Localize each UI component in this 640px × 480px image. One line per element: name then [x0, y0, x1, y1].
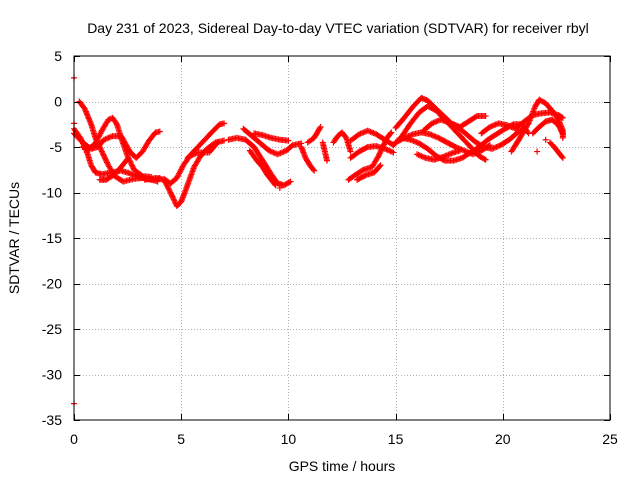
y-tick-label: 5 — [54, 48, 62, 64]
data-point — [342, 133, 349, 140]
data-point — [347, 148, 354, 155]
x-tick-label: 10 — [281, 431, 297, 447]
data-point — [170, 194, 177, 201]
data-point — [286, 179, 293, 186]
grid-lines — [74, 56, 610, 420]
data-markers — [71, 74, 566, 407]
data-point — [390, 149, 397, 156]
data-point — [102, 156, 109, 163]
axis-ticks — [74, 56, 611, 421]
data-point — [168, 190, 175, 197]
data-point — [123, 157, 130, 163]
data-point — [559, 131, 566, 138]
x-tick-labels: 0 5 10 15 20 25 — [70, 431, 618, 447]
data-point — [103, 158, 110, 165]
data-point — [214, 139, 221, 146]
x-tick-label: 0 — [70, 431, 78, 447]
y-tick-label: -30 — [42, 367, 62, 383]
data-point — [102, 155, 109, 162]
y-tick-label: -10 — [42, 185, 62, 201]
data-point — [98, 147, 105, 154]
x-axis-label: GPS time / hours — [289, 458, 396, 474]
data-point — [128, 161, 135, 168]
data-point — [316, 125, 323, 132]
data-point — [388, 129, 395, 136]
data-point — [213, 140, 220, 147]
x-tick-label: 15 — [388, 431, 404, 447]
data-point — [83, 149, 90, 156]
data-point — [99, 149, 106, 156]
data-point — [482, 156, 489, 163]
data-point — [168, 192, 175, 199]
chart-title: Day 231 of 2023, Sidereal Day-to-day VTE… — [87, 20, 589, 36]
data-point — [558, 153, 565, 160]
data-point — [456, 147, 463, 154]
data-point — [376, 163, 383, 170]
data-point — [559, 129, 566, 136]
data-point — [221, 120, 228, 127]
data-point — [127, 159, 134, 166]
data-point — [113, 119, 120, 126]
y-axis-label: SDTVAR / TECUs — [6, 182, 22, 294]
data-point — [387, 130, 394, 137]
data-point — [138, 172, 145, 179]
data-point — [167, 189, 174, 196]
x-tick-label: 5 — [177, 431, 185, 447]
data-point — [361, 172, 368, 179]
data-point — [481, 156, 488, 163]
data-point — [479, 143, 486, 150]
data-point — [171, 199, 178, 206]
data-point — [451, 143, 458, 150]
data-point — [559, 154, 566, 161]
y-tick-label: -25 — [42, 321, 62, 337]
data-point — [472, 113, 479, 120]
y-tick-label: -20 — [42, 276, 62, 292]
data-point — [100, 151, 107, 158]
data-point — [170, 196, 177, 203]
y-tick-label: 0 — [54, 94, 62, 110]
y-tick-label: -15 — [42, 230, 62, 246]
data-point — [524, 121, 531, 128]
x-tick-label: 20 — [495, 431, 511, 447]
data-point — [317, 123, 324, 130]
data-point — [542, 136, 549, 143]
x-tick-label: 25 — [602, 431, 618, 447]
data-point — [171, 197, 178, 204]
data-point — [482, 113, 489, 120]
data-point — [323, 157, 330, 164]
data-point — [271, 181, 278, 188]
data-point — [276, 184, 283, 191]
data-point — [129, 162, 136, 169]
data-point — [287, 178, 294, 185]
y-tick-labels: 5 0 -5 -10 -15 -20 -25 -30 -35 — [42, 48, 62, 428]
data-point — [559, 114, 566, 121]
data-point — [98, 148, 105, 155]
data-point — [363, 144, 370, 151]
data-point — [100, 152, 107, 159]
data-point — [377, 162, 384, 169]
data-point — [156, 128, 163, 135]
data-point — [359, 167, 366, 174]
data-point — [311, 167, 318, 174]
data-point — [101, 154, 108, 161]
data-point — [285, 137, 292, 144]
data-point — [310, 166, 317, 173]
data-point — [169, 193, 176, 200]
data-point — [558, 114, 565, 121]
data-point — [104, 159, 111, 166]
data-point — [534, 148, 541, 155]
y-tick-label: -5 — [50, 139, 63, 155]
data-point — [221, 137, 228, 144]
y-tick-label: -35 — [42, 412, 62, 428]
data-point — [272, 182, 279, 189]
data-point — [124, 155, 131, 162]
data-point — [129, 164, 136, 171]
